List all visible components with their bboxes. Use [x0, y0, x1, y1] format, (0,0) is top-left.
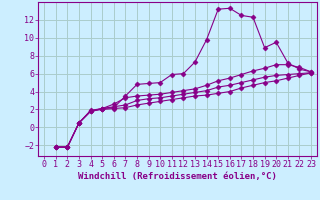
X-axis label: Windchill (Refroidissement éolien,°C): Windchill (Refroidissement éolien,°C): [78, 172, 277, 181]
